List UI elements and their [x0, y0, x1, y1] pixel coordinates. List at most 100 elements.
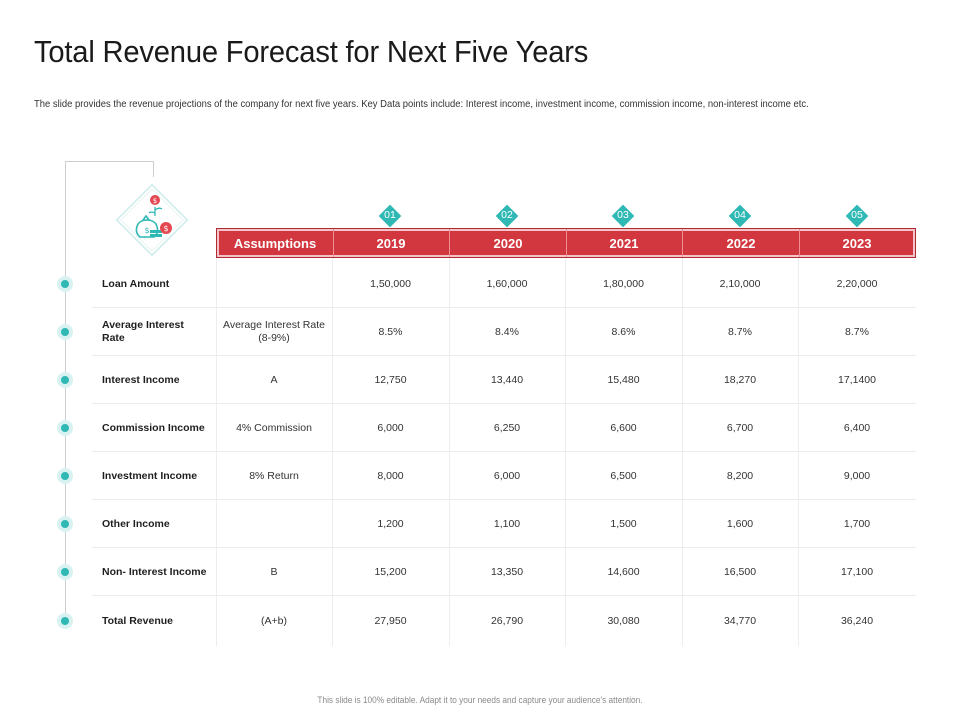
row-label: Loan Amount: [102, 277, 170, 290]
timeline-dot: [57, 564, 73, 580]
row-value-2023: 9,000: [843, 469, 871, 482]
svg-text:$: $: [163, 224, 168, 233]
page-title: Total Revenue Forecast for Next Five Yea…: [34, 34, 589, 69]
row-value-2023: 36,240: [840, 614, 874, 627]
header-year-2020: 2020: [450, 229, 567, 257]
row-label: Total Revenue: [102, 614, 173, 627]
row-label: Other Income: [102, 517, 170, 530]
row-value-2023: 8.7%: [845, 325, 869, 338]
table-row: Total Revenue (A+b) 27,950 26,790 30,080…: [92, 597, 916, 645]
row-value-2019: 1,200: [377, 517, 404, 530]
badge-number: 02: [501, 209, 513, 221]
year-badge-04: 04: [728, 204, 752, 228]
svg-text:$: $: [153, 197, 157, 205]
row-separator: [92, 403, 916, 404]
diamond-badge-icon: [845, 204, 869, 228]
year-badge-05: 05: [845, 204, 869, 228]
row-separator: [92, 451, 916, 452]
row-value-2023: 6,400: [843, 421, 871, 434]
row-value-2019: 8,000: [377, 469, 404, 482]
timeline-dot: [57, 516, 73, 532]
row-value-2021: 8.6%: [611, 325, 636, 338]
row-value-2022: 8,200: [726, 469, 754, 482]
badge-number: 03: [617, 209, 629, 221]
row-value-2021: 15,480: [607, 373, 640, 386]
row-value-2020: 1,100: [493, 517, 521, 530]
table-header: Assumptions 2019 2020 2021 2022 2023: [216, 228, 916, 258]
column-divider: [216, 258, 217, 646]
row-value-2023: 2,20,000: [836, 277, 878, 290]
year-badge-01: 01: [378, 204, 402, 228]
row-value-2019: 15,200: [374, 565, 407, 578]
timeline-dot: [57, 276, 73, 292]
header-assumptions: Assumptions: [217, 229, 334, 257]
badge-number: 04: [734, 209, 746, 221]
footer-note: This slide is 100% editable. Adapt it to…: [317, 695, 643, 705]
row-label: Investment Income: [102, 469, 198, 482]
row-assumption: Average Interest Rate (8-9%): [223, 319, 325, 344]
row-value-2023: 17,100: [840, 565, 874, 578]
column-divider: [332, 258, 333, 646]
row-value-2021: 6,500: [610, 469, 637, 482]
row-value-2019: 1,50,000: [370, 277, 411, 290]
row-value-2022: 34,770: [723, 614, 757, 627]
diamond-badge-icon: [728, 204, 752, 228]
row-value-2022: 6,700: [726, 421, 754, 434]
row-value-2022: 8.7%: [728, 325, 752, 338]
connector-line: [65, 161, 153, 162]
row-assumption: 8% Return: [249, 469, 299, 482]
row-value-2019: 8.5%: [378, 325, 403, 338]
table-row: Non- Interest Income B 15,200 13,350 14,…: [92, 548, 916, 596]
header-year-2021: 2021: [566, 229, 683, 257]
row-separator: [92, 547, 916, 548]
row-value-2020: 6,250: [493, 421, 521, 434]
row-value-2021: 1,80,000: [603, 277, 644, 290]
row-value-2020: 26,790: [490, 614, 524, 627]
diamond-badge-icon: [495, 204, 519, 228]
row-value-2022: 1,600: [726, 517, 754, 530]
row-value-2020: 13,440: [490, 373, 524, 386]
row-separator: [92, 307, 916, 308]
row-value-2023: 1,700: [843, 517, 871, 530]
row-value-2021: 14,600: [607, 565, 640, 578]
svg-text:$: $: [144, 226, 149, 235]
year-badge-02: 02: [495, 204, 519, 228]
badge-number: 05: [851, 209, 863, 221]
row-assumption: A: [270, 373, 278, 386]
row-value-2022: 2,10,000: [719, 277, 761, 290]
timeline-line: [65, 161, 66, 622]
header-year-2019: 2019: [333, 229, 450, 257]
column-divider: [682, 258, 683, 646]
row-assumption: 4% Commission: [236, 421, 312, 434]
row-separator: [92, 595, 916, 596]
table-row: Interest Income A 12,750 13,440 15,480 1…: [92, 356, 916, 404]
row-value-2020: 8.4%: [495, 325, 519, 338]
table-row: Commission Income 4% Commission 6,000 6,…: [92, 404, 916, 452]
table-row: Investment Income 8% Return 8,000 6,000 …: [92, 452, 916, 500]
row-value-2022: 16,500: [723, 565, 757, 578]
diamond-badge-icon: [378, 204, 402, 228]
badge-number: 01: [384, 209, 396, 221]
row-value-2019: 12,750: [374, 373, 407, 386]
row-value-2020: 1,60,000: [486, 277, 528, 290]
timeline-dot: [57, 324, 73, 340]
row-value-2020: 13,350: [490, 565, 524, 578]
row-label: Non- Interest Income: [102, 565, 207, 578]
row-label: Average Interest Rate: [102, 319, 184, 344]
row-value-2021: 30,080: [607, 614, 640, 627]
row-value-2019: 6,000: [377, 421, 404, 434]
diamond-badge-icon: [611, 204, 635, 228]
row-assumption: [216, 500, 332, 548]
row-value-2019: 27,950: [374, 614, 407, 627]
row-assumption: (A+b): [261, 614, 287, 627]
page-subtitle: The slide provides the revenue projectio…: [34, 98, 809, 110]
row-assumption: [216, 260, 332, 308]
row-value-2020: 6,000: [493, 469, 521, 482]
table-row: Loan Amount 1,50,000 1,60,000 1,80,000 2…: [92, 260, 916, 308]
row-assumption: B: [270, 565, 278, 578]
column-divider: [798, 258, 799, 646]
money-bag-coins-icon: $ $ $: [112, 180, 192, 260]
row-value-2021: 6,600: [610, 421, 637, 434]
year-badge-03: 03: [611, 204, 635, 228]
row-separator: [92, 355, 916, 356]
